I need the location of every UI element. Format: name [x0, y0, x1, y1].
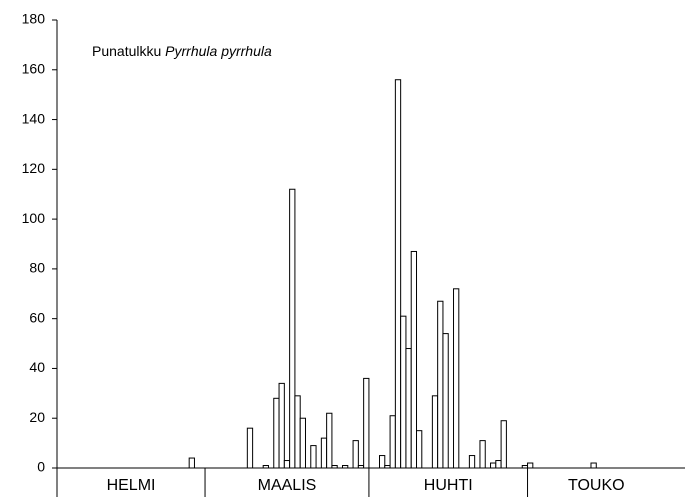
y-tick-label: 100	[22, 210, 46, 226]
bar	[495, 460, 502, 469]
bar	[400, 315, 407, 469]
bar	[246, 427, 254, 469]
y-tick-label: 160	[22, 60, 46, 76]
bar	[410, 250, 418, 469]
bar	[442, 333, 449, 469]
bar	[352, 440, 359, 469]
bar	[283, 460, 291, 469]
bar	[416, 430, 423, 469]
bar	[468, 455, 476, 469]
month-label: HELMI	[107, 477, 156, 494]
y-tick-label: 80	[29, 260, 45, 276]
y-tick-label: 60	[29, 309, 45, 325]
bar	[394, 79, 402, 469]
y-tick-label: 140	[22, 110, 46, 126]
title-common: Punatulkku	[92, 43, 161, 59]
bar	[363, 377, 370, 469]
bar	[299, 417, 306, 469]
bar	[320, 437, 328, 469]
bar	[590, 462, 597, 469]
month-label: TOUKO	[568, 477, 625, 494]
month-label: HUHTI	[424, 477, 473, 494]
bar	[278, 382, 285, 469]
bar	[437, 300, 444, 469]
bar	[294, 395, 301, 469]
bar	[453, 288, 460, 469]
bar	[431, 395, 439, 469]
bar	[389, 415, 396, 469]
bar	[490, 462, 497, 469]
bar	[405, 348, 412, 469]
bar	[527, 462, 534, 469]
y-tick-label: 20	[29, 409, 45, 425]
y-tick-label: 180	[22, 11, 46, 27]
bar	[289, 188, 296, 469]
y-tick-label: 40	[29, 359, 45, 375]
bar	[379, 455, 386, 469]
y-tick-label: 0	[37, 459, 45, 475]
bar	[326, 412, 333, 469]
bar	[500, 420, 507, 469]
y-tick-label: 120	[22, 160, 46, 176]
title-species: Pyrrhula pyrrhula	[165, 43, 272, 59]
bar	[310, 445, 317, 469]
bar	[273, 397, 280, 469]
bar	[188, 457, 195, 469]
month-label: MAALIS	[258, 477, 317, 494]
bar	[479, 440, 486, 469]
chart-title: Punatulkku Pyrrhula pyrrhula	[92, 43, 272, 59]
